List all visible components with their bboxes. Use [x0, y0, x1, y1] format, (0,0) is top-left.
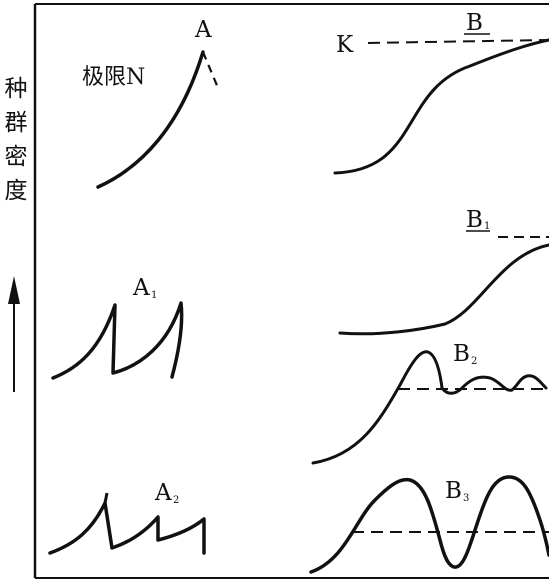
- curve-b: [333, 38, 549, 175]
- curve-b2-group: B 2: [311, 341, 549, 465]
- k-dashed-line: [367, 39, 549, 44]
- label-b3-sub: 3: [463, 493, 469, 504]
- label-b3: B: [445, 478, 462, 504]
- curve-b1: [338, 243, 549, 336]
- label-a1: A: [132, 275, 150, 301]
- curve-b2: [311, 350, 548, 465]
- label-b1-sub: 1: [484, 221, 490, 232]
- y-axis-arrow: [8, 276, 20, 392]
- label-k: K: [336, 32, 354, 58]
- y-axis-char-4: 度: [4, 178, 28, 204]
- label-b2-sub: 2: [471, 356, 477, 367]
- label-b1: B: [466, 207, 483, 233]
- label-b: B: [466, 10, 483, 36]
- curve-a: [96, 50, 205, 189]
- curve-a1-group: A 1: [51, 275, 184, 380]
- curve-a-dashed-drop: [201, 51, 220, 89]
- curve-b-group: K B: [333, 10, 549, 175]
- y-axis-label: 种 群 密 度: [2, 72, 30, 208]
- label-a2-sub: 2: [173, 495, 179, 506]
- label-b2: B: [453, 341, 470, 367]
- label-limit-n: 极限N: [82, 65, 145, 90]
- label-a2: A: [154, 480, 172, 506]
- curve-a2: [48, 501, 206, 555]
- curve-a2-group: A 2: [48, 480, 206, 555]
- curve-b3: [309, 475, 549, 574]
- curve-a1: [51, 301, 184, 380]
- y-axis-char-3: 密: [4, 144, 28, 170]
- label-a: A: [194, 17, 212, 43]
- curve-a2-peak-tick: [103, 492, 109, 504]
- y-axis-char-2: 群: [4, 110, 28, 136]
- curve-b1-group: B 1: [338, 207, 549, 336]
- label-a1-sub: 1: [151, 290, 157, 301]
- y-axis-char-1: 种: [4, 76, 28, 102]
- curve-b3-group: B 3: [309, 475, 549, 574]
- curve-a-group: A 极限N: [82, 17, 220, 189]
